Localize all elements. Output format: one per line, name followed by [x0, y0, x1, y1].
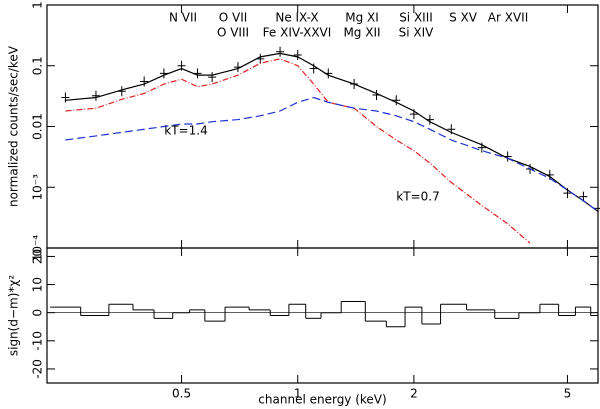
y-tick-label: 1 [31, 1, 45, 9]
data-point [579, 191, 588, 202]
y-tick-label: 20 [31, 249, 45, 264]
data-point [594, 203, 600, 214]
data-point [91, 90, 100, 101]
y-axis-label: sign(d−m)*χ² [7, 275, 21, 356]
data-point [61, 92, 70, 103]
y-tick-label: 0 [31, 309, 45, 317]
x-tick-label: 5 [564, 387, 572, 401]
data-point [208, 72, 217, 83]
x-tick-label: 1 [294, 387, 302, 401]
model-line [65, 58, 531, 244]
y-tick-label: 0.01 [31, 113, 45, 140]
annotation: Fe XIV-XXVI [263, 26, 332, 40]
annotation: O VII [219, 11, 248, 25]
plot-frame [46, 4, 599, 249]
data-point [293, 50, 302, 61]
x-axis-label: channel energy (keV) [258, 393, 386, 407]
annotation: Ar XVII [488, 11, 528, 25]
annotation: Ne IX-X [275, 11, 318, 25]
annotation: Mg XII [343, 26, 380, 40]
x-tick-label: 2 [410, 387, 418, 401]
data-point [309, 63, 318, 74]
annotation: N VII [169, 11, 197, 25]
annotation: S XV [449, 11, 478, 25]
data-point [140, 76, 149, 87]
y-tick-label: -20 [31, 359, 45, 379]
y-tick-label: -10 [31, 331, 45, 351]
y-tick-label: 10⁻³ [31, 174, 45, 201]
y-tick-label: 10 [31, 277, 45, 292]
data-point [392, 95, 401, 106]
y-axis-label: normalized counts/sec/keV [7, 45, 21, 207]
y-tick-label: 0.1 [31, 56, 45, 75]
annotation: Mg XI [345, 11, 379, 25]
annotation: Si XIII [399, 11, 433, 25]
annotation: O VIII [217, 26, 249, 40]
model-line [65, 52, 599, 212]
plot-frame [46, 247, 599, 384]
data-point [159, 68, 168, 79]
y-tick-label: 10⁻⁴ [31, 235, 45, 262]
annotation: kT=1.4 [164, 124, 207, 138]
data-point [276, 46, 285, 57]
model-line [65, 96, 599, 212]
x-tick-label: 0.5 [172, 387, 191, 401]
annotation: kT=0.7 [396, 190, 439, 204]
data-point [193, 68, 202, 79]
annotation: Si XIV [399, 26, 435, 40]
